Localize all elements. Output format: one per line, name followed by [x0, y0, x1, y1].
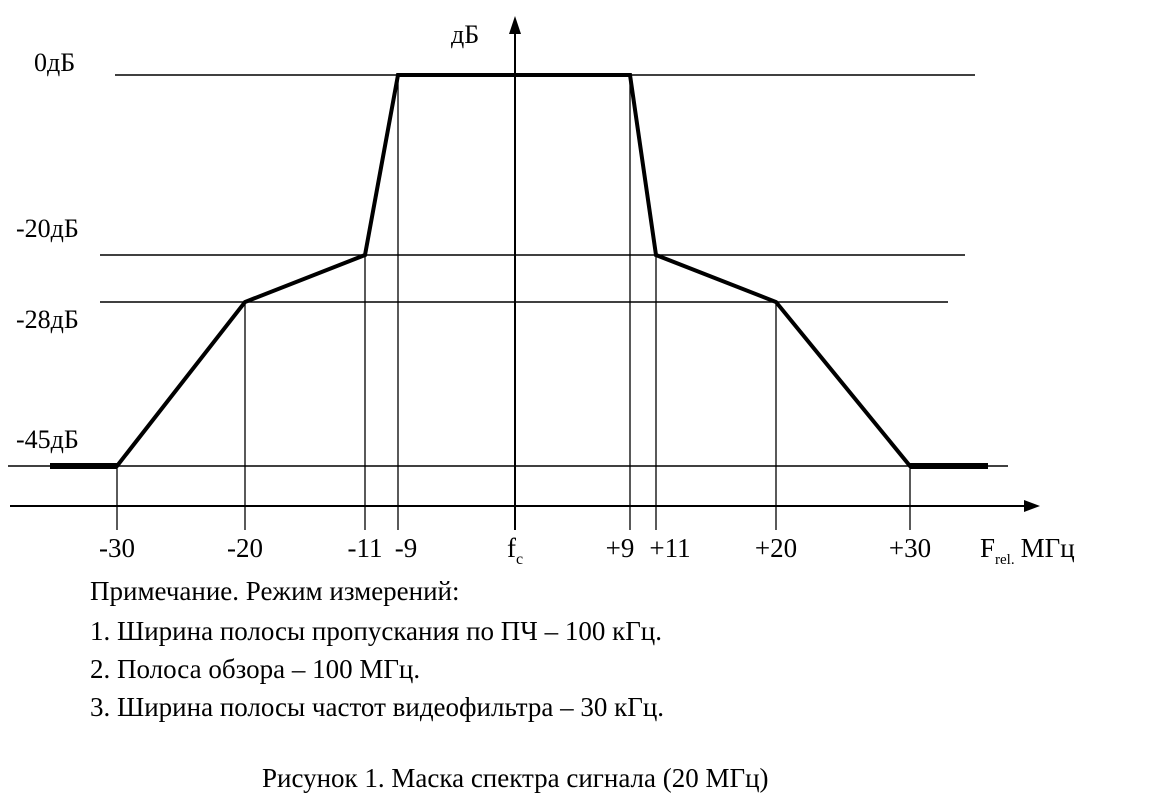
x-axis-arrow-icon — [1024, 500, 1040, 512]
level-lines — [8, 74, 1008, 467]
spectrum-mask-chart: 0дБ -20дБ -28дБ -45дБ -30 -20 -11 -9 +9 +11 +20 +3… — [8, 16, 1075, 568]
y-axis-arrow-icon — [509, 16, 521, 34]
x-tick-label-5: +11 — [649, 533, 690, 563]
x-tick-label-1: -20 — [227, 533, 263, 563]
mask-series-line — [50, 73, 988, 468]
note-item-2: 2. Полоса обзора – 100 МГц. — [90, 654, 421, 684]
x-axis-label-sub: rel. — [995, 552, 1015, 568]
x-tick-label-3: -9 — [395, 533, 418, 563]
y-axis-label: дБ — [451, 20, 479, 49]
figure-caption: Рисунок 1. Маска спектра сигнала (20 МГц… — [262, 763, 769, 793]
x-axis-label-unit: МГц — [1021, 533, 1075, 563]
center-frequency-main: f — [507, 533, 516, 563]
x-tick-label-6: +20 — [755, 533, 797, 563]
y-level-labels: 0дБ -20дБ -28дБ -45дБ — [16, 48, 79, 454]
series-group — [50, 73, 988, 469]
note-item-1: 1. Ширина полосы пропускания по ПЧ – 100… — [90, 616, 662, 646]
x-tick-labels: -30 -20 -11 -9 +9 +11 +20 +30 — [99, 533, 931, 563]
axes — [10, 16, 1040, 530]
x-tick-label-2: -11 — [348, 533, 383, 563]
x-tick-label-7: +30 — [889, 533, 931, 563]
x-drop-lines — [116, 75, 911, 530]
y-level-label-3: -45дБ — [16, 425, 79, 454]
y-level-label-1: -20дБ — [16, 214, 79, 243]
note-title: Примечание. Режим измерений: — [90, 576, 460, 606]
center-frequency-sub: c — [516, 551, 523, 568]
center-frequency-label: fc — [507, 533, 523, 568]
x-tick-label-0: -30 — [99, 533, 135, 563]
x-axis-label: Frel. МГц — [980, 533, 1075, 568]
x-axis-label-main: F — [980, 533, 995, 563]
y-level-label-2: -28дБ — [16, 305, 79, 334]
note-item-3: 3. Ширина полосы частот видеофильтра – 3… — [90, 692, 665, 722]
y-level-label-0: 0дБ — [34, 48, 75, 77]
x-tick-label-4: +9 — [606, 533, 635, 563]
